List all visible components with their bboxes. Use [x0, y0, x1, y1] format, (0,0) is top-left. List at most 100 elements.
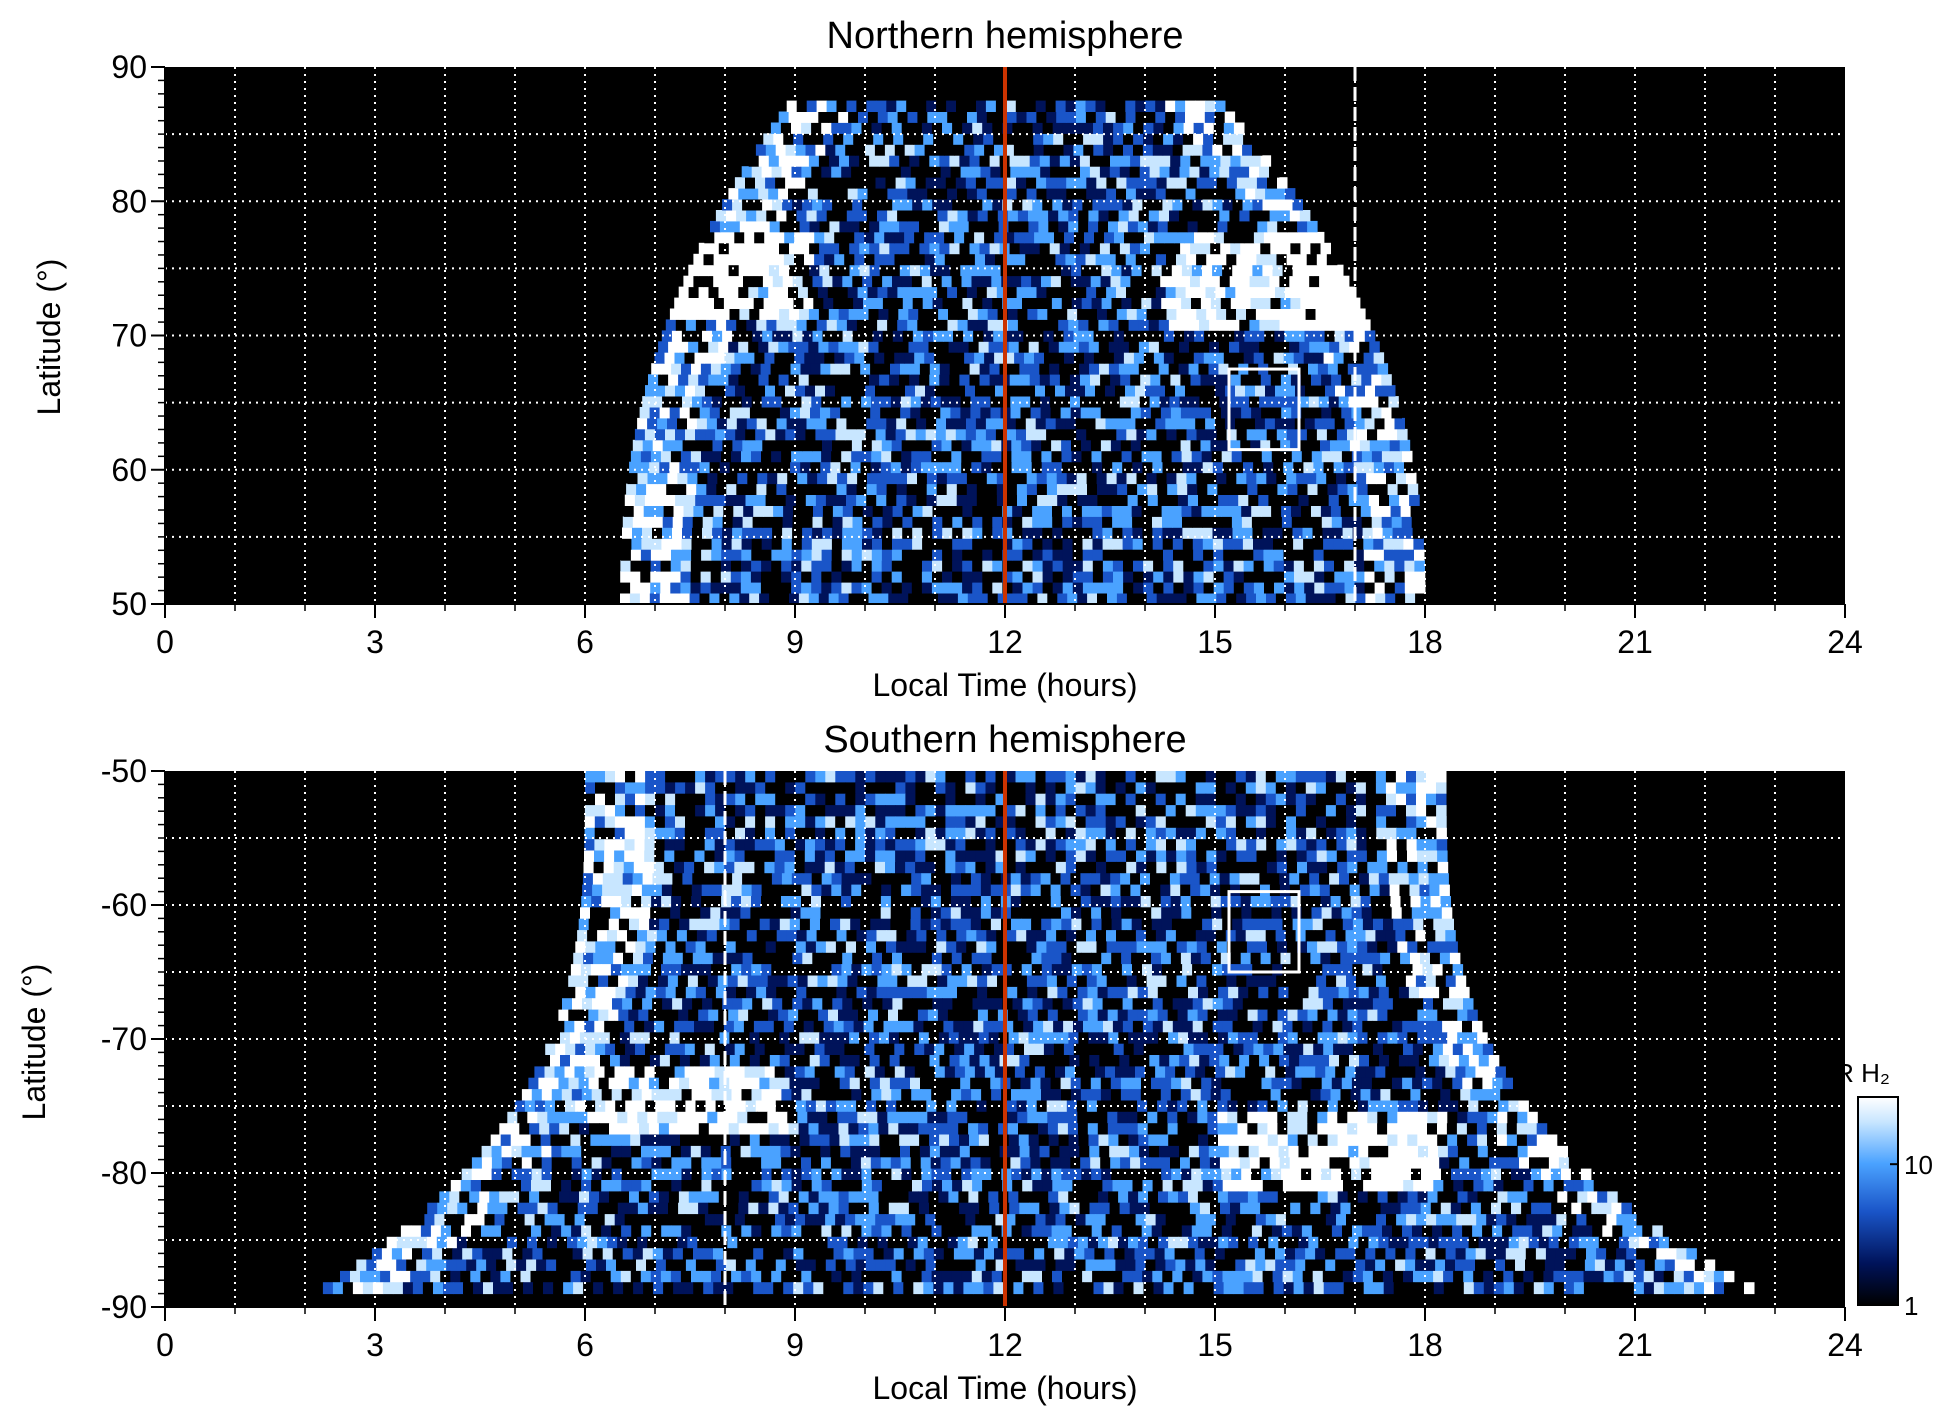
emission-cell [622, 884, 633, 897]
emission-cell [1281, 450, 1293, 463]
emission-cell [1225, 930, 1237, 942]
emission-cell [1055, 385, 1066, 397]
emission-cell [624, 850, 635, 863]
emission-cell [1403, 549, 1415, 561]
emission-cell [931, 439, 943, 452]
emission-cell [1058, 210, 1069, 222]
emission-cell [1195, 188, 1206, 200]
emission-cell [1141, 907, 1152, 920]
emission-cell [802, 199, 813, 211]
emission-cell [781, 582, 792, 594]
emission-cell [1135, 827, 1147, 840]
emission-cell [1230, 155, 1241, 167]
emission-cell [1375, 593, 1386, 605]
emission-cell [1246, 827, 1257, 840]
emission-cell [969, 363, 981, 375]
emission-cell [791, 884, 802, 897]
emission-cell [927, 286, 938, 298]
emission-cell [806, 417, 817, 430]
emission-cell [1064, 352, 1075, 364]
emission-cell [1243, 549, 1254, 561]
emission-cell [1399, 439, 1411, 452]
emission-cell [1051, 964, 1063, 976]
emission-cell [1277, 177, 1288, 189]
emission-cell [1136, 941, 1148, 954]
emission-cell [1192, 538, 1204, 550]
emission-cell [1031, 918, 1042, 931]
emission-cell [1035, 850, 1047, 863]
emission-cell [891, 884, 902, 897]
emission-cell [1093, 330, 1105, 342]
emission-cell [1102, 560, 1114, 572]
emission-cell [1246, 861, 1258, 874]
emission-cell [1363, 549, 1375, 561]
emission-cell [901, 884, 912, 897]
emission-cell [683, 505, 694, 517]
emission-cell [1256, 593, 1267, 605]
emission-cell [836, 100, 847, 112]
emission-cell [1133, 582, 1144, 594]
emission-cell [836, 494, 847, 506]
emission-cell [1172, 461, 1184, 474]
emission-cell [1175, 100, 1186, 112]
emission-cell [1357, 363, 1369, 375]
emission-cell [918, 341, 929, 353]
emission-cell [1005, 417, 1017, 430]
emission-cell [936, 494, 948, 506]
emission-cell [861, 122, 873, 134]
emission-cell [719, 220, 731, 233]
emission-cell [1301, 374, 1312, 386]
emission-cell [1371, 907, 1383, 920]
emission-cell [1282, 527, 1293, 539]
emission-cell [798, 593, 810, 605]
emission-cell [924, 144, 935, 156]
emission-cell [1035, 385, 1046, 397]
emission-cell [1111, 918, 1123, 931]
emission-cell [1108, 210, 1120, 222]
emission-cell [1013, 330, 1024, 342]
emission-cell [992, 122, 1003, 134]
emission-cell [809, 918, 821, 931]
emission-cell [1286, 850, 1298, 863]
emission-cell [905, 839, 916, 852]
emission-cell [1010, 907, 1022, 920]
emission-cell [1236, 975, 1247, 988]
emission-cell [901, 439, 913, 452]
emission-cell [630, 907, 641, 920]
emission-cell [895, 177, 907, 189]
emission-cell [615, 805, 626, 817]
emission-cell [1246, 941, 1258, 954]
emission-cell [1071, 439, 1082, 452]
emission-cell [1192, 199, 1203, 211]
emission-cell [995, 771, 1006, 783]
emission-cell [930, 896, 942, 908]
emission-cell [1206, 839, 1217, 852]
emission-cell [921, 884, 932, 897]
emission-cell [1176, 177, 1188, 189]
emission-cell [1105, 793, 1117, 806]
emission-cell [1155, 827, 1167, 840]
emission-cell [1193, 571, 1205, 583]
emission-cell [801, 450, 812, 463]
emission-cell [781, 450, 792, 463]
emission-cell [955, 850, 966, 863]
emission-cell [1100, 439, 1112, 452]
emission-cell [1379, 439, 1391, 452]
emission-cell [852, 505, 864, 517]
emission-cell [1270, 374, 1282, 386]
emission-cell [823, 297, 834, 309]
emission-cell [1431, 907, 1443, 920]
emission-cell [1407, 941, 1418, 954]
emission-cell [1146, 428, 1157, 441]
emission-cell [1323, 461, 1335, 474]
emission-cell [1079, 242, 1091, 255]
emission-cell [1240, 374, 1252, 386]
emission-cell [1416, 839, 1428, 852]
emission-cell [984, 231, 995, 244]
emission-cell [774, 861, 785, 874]
emission-cell [1155, 771, 1167, 783]
emission-cell [1080, 884, 1091, 897]
emission-cell [861, 450, 872, 463]
emission-cell [992, 549, 1003, 561]
emission-cell [1062, 516, 1073, 528]
